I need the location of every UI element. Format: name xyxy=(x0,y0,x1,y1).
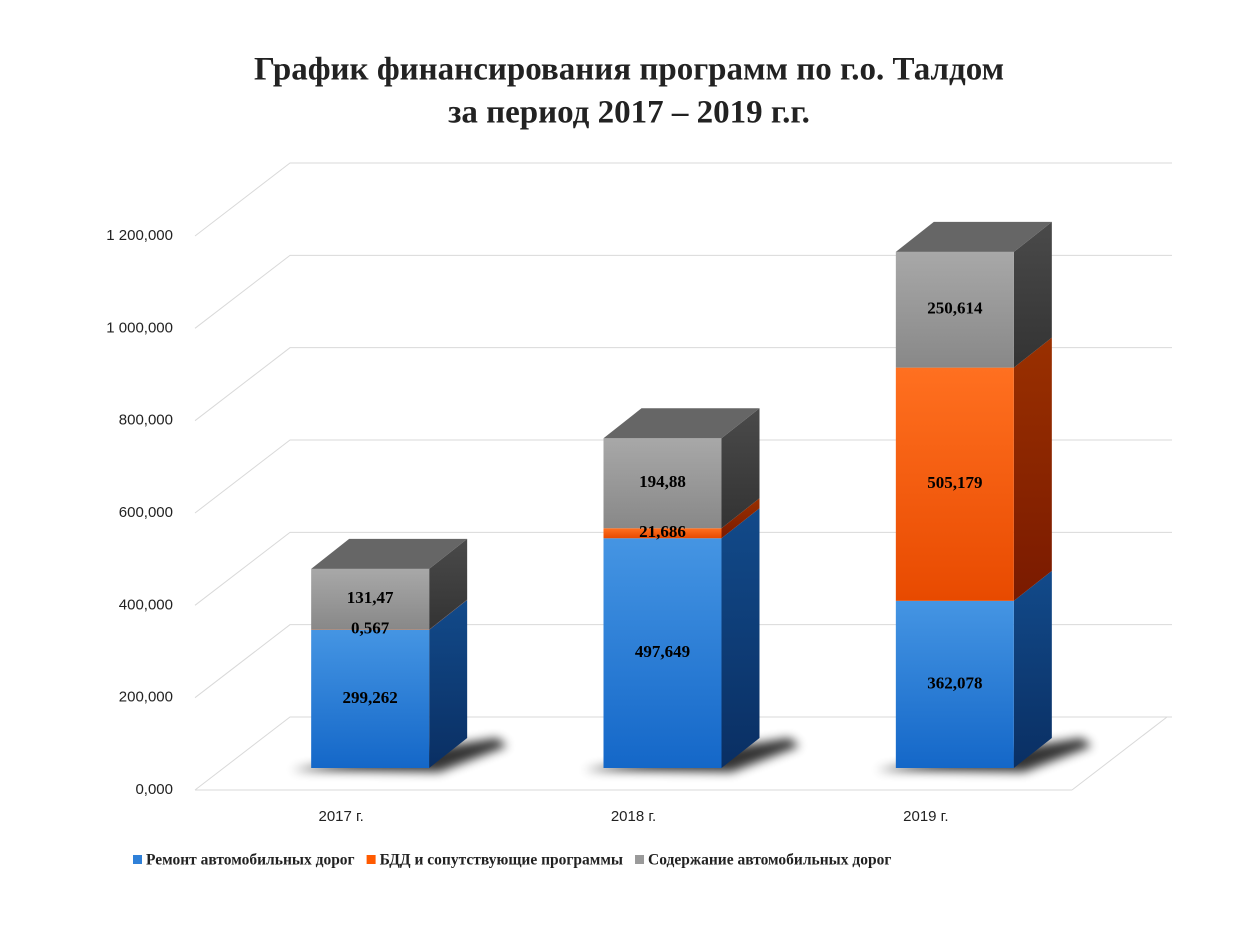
bar-side xyxy=(1013,221,1052,368)
bar-top xyxy=(311,538,468,569)
data-label: 0,567 xyxy=(351,619,390,638)
bar xyxy=(311,568,430,630)
data-label: 299,262 xyxy=(343,688,398,707)
grid-line xyxy=(194,162,1172,237)
legend-label: Содержание автомобильных дорог xyxy=(648,852,891,869)
data-label: 21,686 xyxy=(639,522,686,541)
bar-side xyxy=(429,599,468,630)
data-label: 362,078 xyxy=(927,673,982,692)
y-tick-label: 0,000 xyxy=(135,781,173,798)
y-tick-label: 200,000 xyxy=(119,689,173,706)
data-label: 131,47 xyxy=(347,588,394,607)
legend-swatch xyxy=(133,855,142,864)
bar-side xyxy=(429,538,468,630)
legend-swatch xyxy=(635,855,645,864)
bar-side xyxy=(1013,337,1052,601)
y-tick-label: 400,000 xyxy=(119,596,173,613)
bar xyxy=(895,251,1014,368)
bar xyxy=(603,528,722,539)
chart-title: График финансирования программ по г.о. Т… xyxy=(254,52,1004,88)
bar-side xyxy=(721,508,760,768)
grid-line xyxy=(194,347,1172,422)
bar xyxy=(895,600,1014,768)
grid-line xyxy=(194,624,1172,699)
legend-label: БДД и сопутствующие программы xyxy=(380,852,623,869)
y-tick-label: 1 000,000 xyxy=(106,319,173,336)
grid-line xyxy=(194,439,1172,514)
y-tick-label: 1 200,000 xyxy=(106,227,173,244)
bar xyxy=(311,629,430,768)
grid-line xyxy=(194,531,1172,606)
floor-edge xyxy=(1071,716,1168,791)
bar xyxy=(603,538,722,768)
data-label: 250,614 xyxy=(927,299,983,318)
bar-side xyxy=(721,408,760,529)
x-tick-label: 2019 г. xyxy=(903,808,948,825)
bar-side xyxy=(429,599,468,768)
bar-top xyxy=(895,221,1052,252)
legend-swatch xyxy=(366,855,376,864)
chart-title: за период 2017 – 2019 г.г. xyxy=(448,95,810,131)
bar-side xyxy=(1013,570,1052,768)
bar-side xyxy=(721,498,760,539)
legend-label: Ремонт автомобильных дорог xyxy=(146,852,355,869)
data-label: 505,179 xyxy=(927,473,982,492)
bar xyxy=(603,438,722,529)
bar xyxy=(895,367,1014,601)
data-label: 194,88 xyxy=(639,472,686,491)
x-tick-label: 2018 г. xyxy=(611,808,656,825)
bar-top xyxy=(603,408,760,439)
grid-line xyxy=(194,254,1172,329)
y-tick-label: 800,000 xyxy=(119,412,173,429)
grid-line xyxy=(194,716,1172,791)
y-tick-label: 600,000 xyxy=(119,504,173,521)
data-label: 497,649 xyxy=(635,642,690,661)
x-tick-label: 2017 г. xyxy=(318,808,363,825)
